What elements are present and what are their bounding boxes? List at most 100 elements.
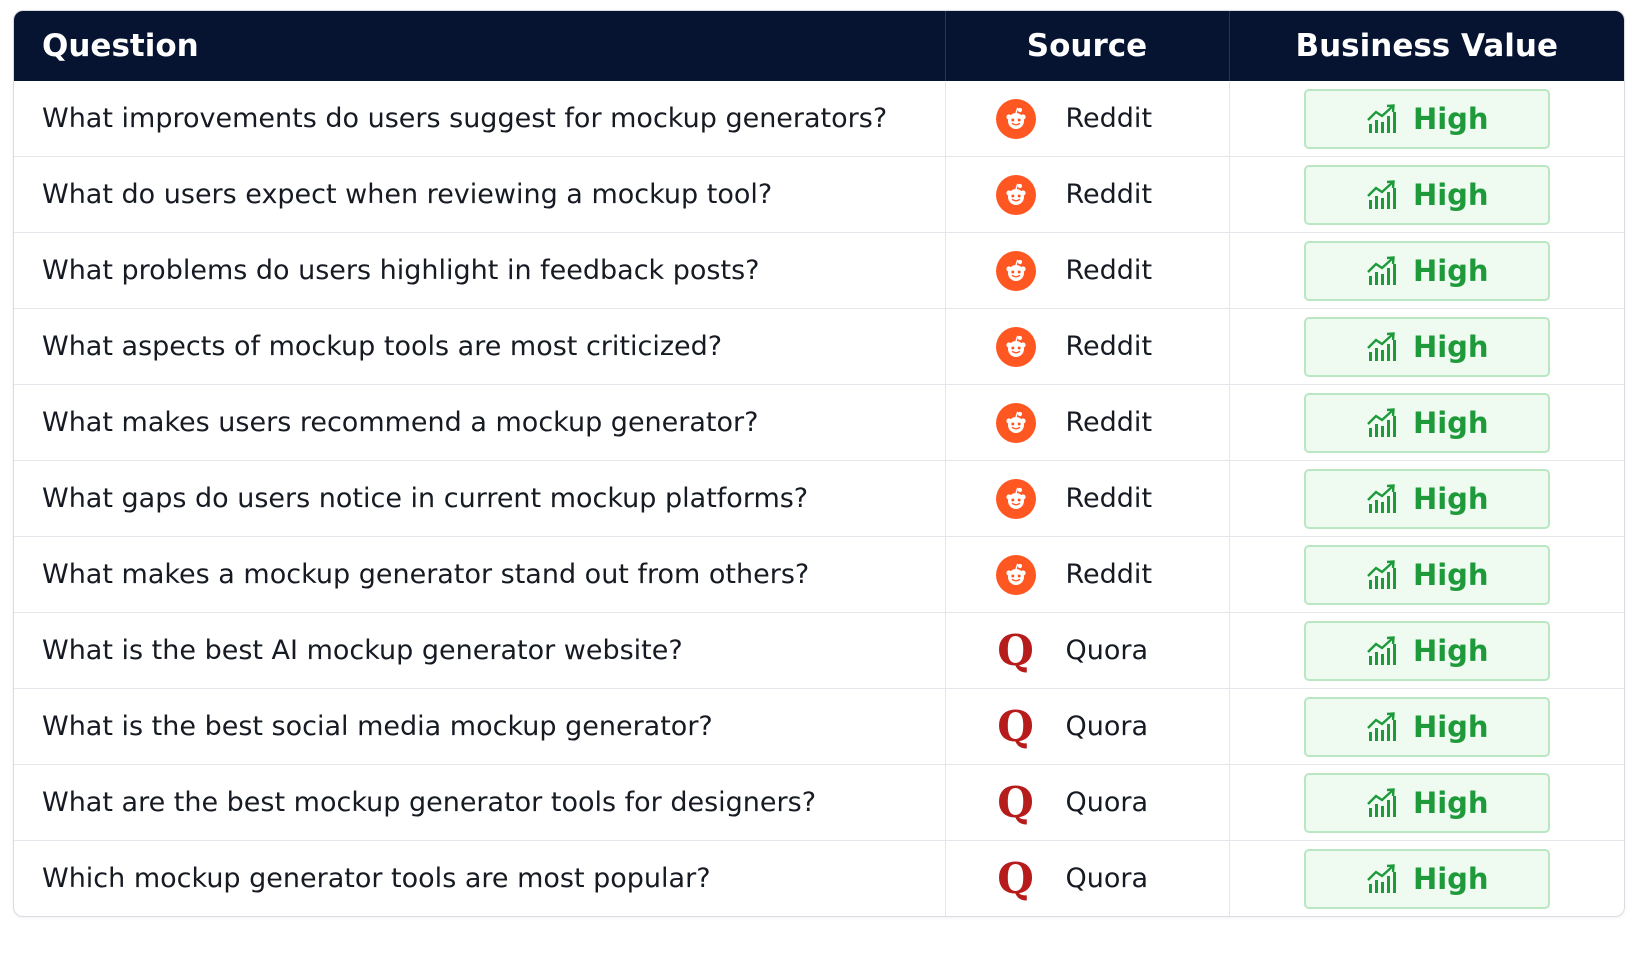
chart-trend-up-icon bbox=[1365, 330, 1399, 364]
value-badge: High bbox=[1303, 696, 1550, 757]
business-value-cell: High bbox=[1228, 764, 1624, 841]
chart-trend-up-icon bbox=[1365, 862, 1399, 896]
table-row[interactable]: Which mockup generator tools are most po… bbox=[14, 840, 1624, 916]
value-label: High bbox=[1412, 709, 1489, 744]
chart-trend-up-icon bbox=[1365, 634, 1399, 668]
questions-table: Question Source Business Value What impr… bbox=[13, 10, 1625, 917]
table-header-row: Question Source Business Value bbox=[14, 11, 1624, 81]
question-cell: Which mockup generator tools are most po… bbox=[14, 840, 945, 916]
value-badge: High bbox=[1303, 772, 1550, 833]
question-cell: What do users expect when reviewing a mo… bbox=[14, 156, 945, 233]
business-value-cell: High bbox=[1228, 688, 1624, 765]
column-header-question[interactable]: Question bbox=[14, 11, 945, 81]
source-name: Reddit bbox=[1065, 331, 1153, 362]
source-name: Quora bbox=[1065, 711, 1149, 742]
reddit-icon bbox=[995, 174, 1036, 215]
source-name: Quora bbox=[1065, 787, 1149, 818]
table-row[interactable]: What are the best mockup generator tools… bbox=[14, 764, 1624, 841]
source-cell: Q Quora bbox=[944, 764, 1229, 841]
source-name: Reddit bbox=[1065, 179, 1153, 210]
column-header-source[interactable]: Source bbox=[944, 11, 1229, 81]
chart-trend-up-icon bbox=[1365, 178, 1399, 212]
value-label: High bbox=[1412, 557, 1489, 592]
value-badge: High bbox=[1303, 848, 1550, 909]
reddit-icon bbox=[995, 554, 1036, 595]
business-value-cell: High bbox=[1228, 460, 1624, 537]
reddit-icon bbox=[995, 478, 1036, 519]
value-badge: High bbox=[1303, 240, 1550, 301]
chart-trend-up-icon bbox=[1365, 102, 1399, 136]
value-badge: High bbox=[1303, 316, 1550, 377]
table-row[interactable]: What is the best AI mockup generator web… bbox=[14, 612, 1624, 689]
reddit-icon bbox=[995, 98, 1036, 139]
chart-trend-up-icon bbox=[1365, 254, 1399, 288]
value-label: High bbox=[1412, 329, 1489, 364]
source-name: Quora bbox=[1065, 863, 1149, 894]
value-badge: High bbox=[1303, 620, 1550, 681]
business-value-cell: High bbox=[1228, 384, 1624, 461]
source-cell: Reddit bbox=[944, 156, 1229, 233]
source-name: Quora bbox=[1065, 635, 1149, 666]
value-label: High bbox=[1412, 633, 1489, 668]
value-badge: High bbox=[1303, 164, 1550, 225]
value-label: High bbox=[1412, 785, 1489, 820]
business-value-cell: High bbox=[1228, 156, 1624, 233]
source-name: Reddit bbox=[1065, 103, 1153, 134]
question-cell: What makes a mockup generator stand out … bbox=[14, 536, 945, 613]
table-row[interactable]: What is the best social media mockup gen… bbox=[14, 688, 1624, 765]
quora-icon: Q bbox=[997, 777, 1034, 827]
table-row[interactable]: What gaps do users notice in current moc… bbox=[14, 460, 1624, 537]
source-cell: Q Quora bbox=[944, 688, 1229, 765]
source-cell: Reddit bbox=[944, 536, 1229, 613]
source-cell: Reddit bbox=[944, 460, 1229, 537]
value-label: High bbox=[1412, 253, 1489, 288]
source-cell: Reddit bbox=[944, 81, 1229, 157]
reddit-icon bbox=[995, 250, 1036, 291]
quora-icon: Q bbox=[997, 853, 1034, 903]
table-row[interactable]: What makes a mockup generator stand out … bbox=[14, 536, 1624, 613]
value-label: High bbox=[1412, 861, 1489, 896]
source-cell: Reddit bbox=[944, 384, 1229, 461]
chart-trend-up-icon bbox=[1365, 710, 1399, 744]
table-row[interactable]: What aspects of mockup tools are most cr… bbox=[14, 308, 1624, 385]
question-cell: What are the best mockup generator tools… bbox=[14, 764, 945, 841]
source-name: Reddit bbox=[1065, 407, 1153, 438]
source-name: Reddit bbox=[1065, 255, 1153, 286]
table-row[interactable]: What do users expect when reviewing a mo… bbox=[14, 156, 1624, 233]
question-cell: What makes users recommend a mockup gene… bbox=[14, 384, 945, 461]
source-cell: Q Quora bbox=[944, 840, 1229, 916]
value-label: High bbox=[1412, 177, 1489, 212]
table-row[interactable]: What problems do users highlight in feed… bbox=[14, 232, 1624, 309]
value-label: High bbox=[1412, 101, 1489, 136]
value-badge: High bbox=[1303, 392, 1550, 453]
question-cell: What improvements do users suggest for m… bbox=[42, 103, 888, 134]
source-cell: Reddit bbox=[944, 308, 1229, 385]
reddit-icon bbox=[995, 326, 1036, 367]
business-value-cell: High bbox=[1228, 840, 1624, 916]
question-cell: What problems do users highlight in feed… bbox=[14, 232, 945, 309]
value-badge: High bbox=[1303, 544, 1550, 605]
business-value-cell: High bbox=[1228, 612, 1624, 689]
chart-trend-up-icon bbox=[1365, 406, 1399, 440]
chart-trend-up-icon bbox=[1365, 482, 1399, 516]
value-label: High bbox=[1412, 405, 1489, 440]
question-cell: What is the best social media mockup gen… bbox=[14, 688, 945, 765]
reddit-icon bbox=[995, 402, 1036, 443]
source-name: Reddit bbox=[1065, 559, 1153, 590]
chart-trend-up-icon bbox=[1365, 558, 1399, 592]
quora-icon: Q bbox=[997, 701, 1034, 751]
value-badge: High bbox=[1303, 468, 1550, 529]
column-header-business-value[interactable]: Business Value bbox=[1228, 11, 1624, 81]
table-row[interactable]: What makes users recommend a mockup gene… bbox=[14, 384, 1624, 461]
question-cell: What gaps do users notice in current moc… bbox=[14, 460, 945, 537]
business-value-cell: High bbox=[1228, 232, 1624, 309]
value-label: High bbox=[1412, 481, 1489, 516]
source-cell: Reddit bbox=[944, 232, 1229, 309]
chart-trend-up-icon bbox=[1365, 786, 1399, 820]
source-name: Reddit bbox=[1065, 483, 1153, 514]
question-cell: What is the best AI mockup generator web… bbox=[14, 612, 945, 689]
source-cell: Q Quora bbox=[944, 612, 1229, 689]
table-row[interactable]: What improvements do users suggest for m… bbox=[14, 81, 1624, 157]
business-value-cell: High bbox=[1228, 308, 1624, 385]
value-badge: High bbox=[1303, 88, 1550, 149]
